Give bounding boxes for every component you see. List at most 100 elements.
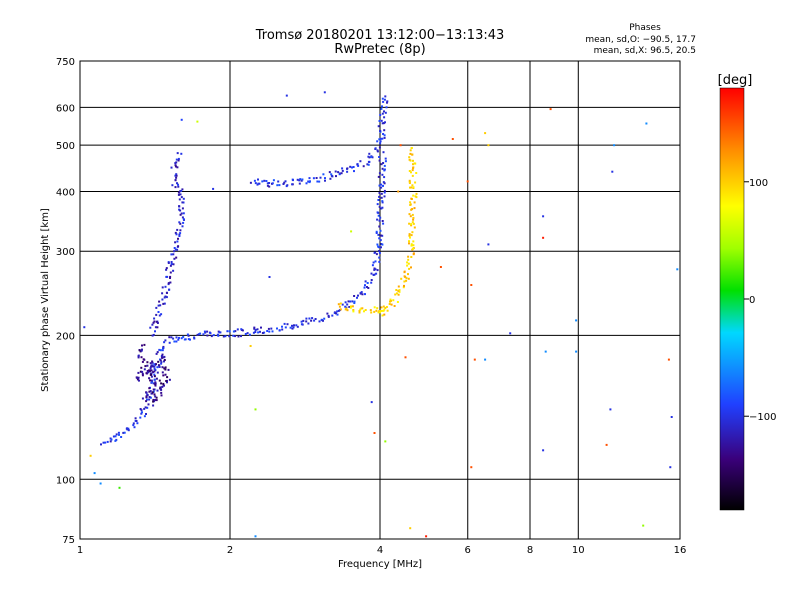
data-point bbox=[150, 365, 153, 368]
data-point bbox=[153, 363, 156, 366]
data-point bbox=[163, 355, 166, 358]
data-point bbox=[412, 167, 414, 170]
data-point bbox=[177, 193, 180, 196]
data-point bbox=[169, 271, 172, 274]
data-point bbox=[166, 376, 169, 379]
data-point bbox=[163, 341, 166, 344]
data-point bbox=[296, 178, 299, 181]
data-point bbox=[410, 234, 413, 237]
data-point bbox=[370, 155, 373, 158]
data-point bbox=[178, 235, 181, 237]
data-point bbox=[141, 348, 143, 351]
data-point bbox=[376, 203, 379, 206]
data-point bbox=[141, 411, 143, 414]
data-point bbox=[118, 433, 120, 436]
data-point bbox=[147, 403, 150, 406]
data-point bbox=[341, 167, 344, 170]
data-point bbox=[151, 323, 154, 326]
data-point bbox=[378, 260, 381, 263]
data-point bbox=[380, 119, 383, 122]
data-point bbox=[400, 277, 403, 280]
data-point bbox=[232, 330, 235, 333]
data-point bbox=[383, 116, 386, 119]
data-point bbox=[383, 134, 386, 137]
data-point bbox=[344, 305, 347, 308]
data-point bbox=[372, 274, 375, 276]
data-point bbox=[331, 314, 334, 317]
data-point bbox=[382, 181, 385, 184]
data-point bbox=[384, 157, 387, 160]
data-point bbox=[93, 472, 96, 475]
data-point bbox=[378, 256, 381, 259]
data-point bbox=[408, 179, 411, 182]
data-point bbox=[177, 338, 180, 341]
data-point bbox=[375, 272, 378, 275]
data-point bbox=[115, 433, 118, 436]
data-point bbox=[146, 394, 149, 397]
data-point bbox=[381, 137, 384, 140]
data-point bbox=[170, 336, 173, 339]
data-point bbox=[145, 413, 147, 415]
data-point bbox=[263, 331, 266, 334]
data-point bbox=[403, 270, 406, 273]
data-point bbox=[406, 261, 409, 264]
data-point bbox=[193, 337, 196, 340]
data-point bbox=[271, 330, 274, 333]
data-point bbox=[141, 372, 144, 375]
data-point bbox=[323, 91, 326, 94]
data-point bbox=[385, 306, 388, 308]
data-point bbox=[228, 335, 231, 338]
data-point bbox=[178, 198, 181, 201]
data-point bbox=[156, 326, 159, 329]
data-point bbox=[149, 379, 152, 382]
data-point bbox=[361, 293, 364, 296]
colorbar-gradient bbox=[719, 87, 745, 511]
data-point bbox=[140, 409, 143, 412]
data-point bbox=[136, 422, 139, 425]
data-point bbox=[385, 106, 388, 109]
data-point bbox=[161, 292, 164, 295]
data-point bbox=[158, 300, 161, 303]
data-point bbox=[175, 165, 177, 168]
data-point bbox=[146, 361, 149, 364]
data-point bbox=[411, 231, 414, 234]
data-point bbox=[143, 368, 146, 371]
data-point bbox=[323, 317, 326, 320]
data-point bbox=[150, 369, 153, 372]
data-point bbox=[380, 207, 383, 210]
data-point bbox=[380, 234, 383, 237]
data-point bbox=[149, 326, 152, 329]
data-point bbox=[378, 159, 381, 162]
data-point bbox=[383, 308, 386, 311]
data-point bbox=[160, 361, 163, 364]
data-point bbox=[159, 359, 162, 362]
data-point bbox=[381, 220, 384, 222]
data-point bbox=[368, 152, 371, 155]
data-point bbox=[286, 323, 289, 326]
data-point bbox=[381, 201, 384, 204]
data-point bbox=[351, 166, 353, 169]
data-point bbox=[412, 244, 415, 247]
data-point bbox=[112, 435, 115, 438]
data-point bbox=[371, 156, 374, 159]
data-point bbox=[282, 183, 285, 185]
data-point bbox=[382, 162, 385, 164]
colorbar-ticks: 100 0 −100 bbox=[744, 178, 776, 423]
data-point bbox=[140, 356, 143, 359]
data-point bbox=[380, 192, 383, 195]
data-point bbox=[386, 101, 388, 104]
data-point bbox=[291, 183, 294, 186]
data-point bbox=[410, 171, 412, 174]
data-point bbox=[127, 429, 130, 432]
data-point bbox=[382, 309, 385, 312]
data-point bbox=[153, 373, 156, 376]
data-point bbox=[257, 182, 260, 185]
data-point bbox=[412, 222, 415, 225]
data-point bbox=[338, 173, 341, 176]
data-point bbox=[289, 326, 292, 329]
data-point bbox=[377, 311, 380, 314]
data-point bbox=[407, 277, 410, 280]
data-point bbox=[390, 303, 393, 306]
data-point bbox=[241, 329, 244, 332]
data-point bbox=[383, 98, 386, 101]
